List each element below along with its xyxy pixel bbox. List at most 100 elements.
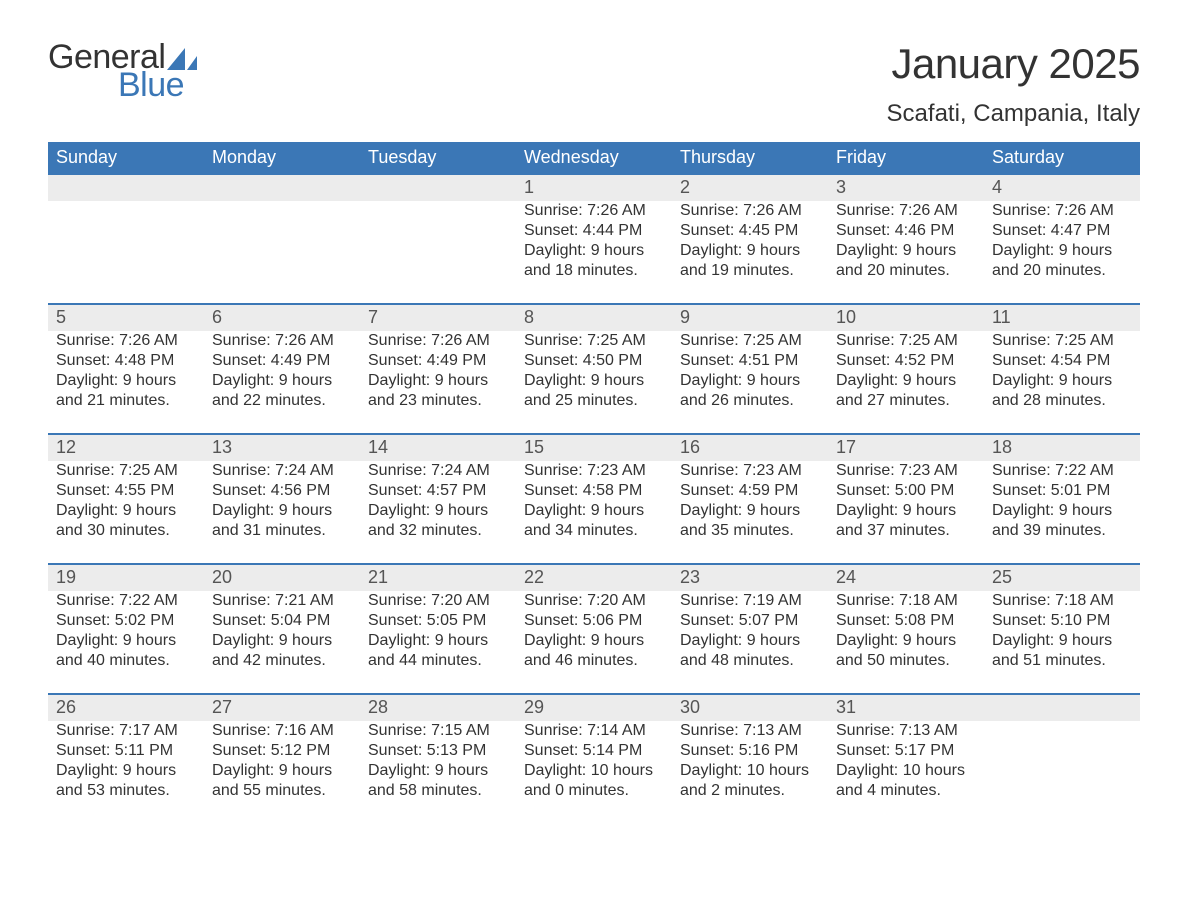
- daylight-line: Daylight: 9 hours and 55 minutes.: [212, 761, 352, 801]
- sunrise-line: Sunrise: 7:14 AM: [524, 721, 664, 741]
- day-number: 10: [828, 303, 984, 331]
- day-number: 11: [984, 303, 1140, 331]
- day-number: 15: [516, 433, 672, 461]
- sunrise-line: Sunrise: 7:26 AM: [212, 331, 352, 351]
- calendar-row: 19Sunrise: 7:22 AMSunset: 5:02 PMDayligh…: [48, 563, 1140, 693]
- day-number: 16: [672, 433, 828, 461]
- sunrise-line: Sunrise: 7:15 AM: [368, 721, 508, 741]
- day-details: Sunrise: 7:23 AMSunset: 4:59 PMDaylight:…: [672, 461, 828, 547]
- day-details: Sunrise: 7:24 AMSunset: 4:57 PMDaylight:…: [360, 461, 516, 547]
- calendar-cell: 6Sunrise: 7:26 AMSunset: 4:49 PMDaylight…: [204, 303, 360, 433]
- sunset-line: Sunset: 4:54 PM: [992, 351, 1132, 371]
- sunrise-line: Sunrise: 7:26 AM: [680, 201, 820, 221]
- sunrise-line: Sunrise: 7:26 AM: [524, 201, 664, 221]
- day-details: Sunrise: 7:25 AMSunset: 4:55 PMDaylight:…: [48, 461, 204, 547]
- weekday-header: Wednesday: [516, 142, 672, 173]
- day-details: Sunrise: 7:16 AMSunset: 5:12 PMDaylight:…: [204, 721, 360, 807]
- sunset-line: Sunset: 4:56 PM: [212, 481, 352, 501]
- daylight-line: Daylight: 9 hours and 44 minutes.: [368, 631, 508, 671]
- day-details: Sunrise: 7:15 AMSunset: 5:13 PMDaylight:…: [360, 721, 516, 807]
- sunset-line: Sunset: 4:46 PM: [836, 221, 976, 241]
- day-number: 26: [48, 693, 204, 721]
- sunrise-line: Sunrise: 7:17 AM: [56, 721, 196, 741]
- sunset-line: Sunset: 5:14 PM: [524, 741, 664, 761]
- daylight-line: Daylight: 9 hours and 32 minutes.: [368, 501, 508, 541]
- calendar-cell: 5Sunrise: 7:26 AMSunset: 4:48 PMDaylight…: [48, 303, 204, 433]
- calendar-table: SundayMondayTuesdayWednesdayThursdayFrid…: [48, 142, 1140, 823]
- calendar-cell: 28Sunrise: 7:15 AMSunset: 5:13 PMDayligh…: [360, 693, 516, 823]
- day-details: Sunrise: 7:22 AMSunset: 5:01 PMDaylight:…: [984, 461, 1140, 547]
- sunset-line: Sunset: 4:48 PM: [56, 351, 196, 371]
- day-details: Sunrise: 7:19 AMSunset: 5:07 PMDaylight:…: [672, 591, 828, 677]
- sunrise-line: Sunrise: 7:13 AM: [680, 721, 820, 741]
- daylight-line: Daylight: 10 hours and 4 minutes.: [836, 761, 976, 801]
- sunset-line: Sunset: 4:52 PM: [836, 351, 976, 371]
- calendar-cell: .: [360, 173, 516, 303]
- calendar-cell: 23Sunrise: 7:19 AMSunset: 5:07 PMDayligh…: [672, 563, 828, 693]
- calendar-cell: 16Sunrise: 7:23 AMSunset: 4:59 PMDayligh…: [672, 433, 828, 563]
- weekday-header-row: SundayMondayTuesdayWednesdayThursdayFrid…: [48, 142, 1140, 173]
- day-details: Sunrise: 7:23 AMSunset: 4:58 PMDaylight:…: [516, 461, 672, 547]
- day-details: Sunrise: 7:14 AMSunset: 5:14 PMDaylight:…: [516, 721, 672, 807]
- sunrise-line: Sunrise: 7:21 AM: [212, 591, 352, 611]
- calendar-cell: 25Sunrise: 7:18 AMSunset: 5:10 PMDayligh…: [984, 563, 1140, 693]
- sunrise-line: Sunrise: 7:23 AM: [524, 461, 664, 481]
- calendar-cell: 1Sunrise: 7:26 AMSunset: 4:44 PMDaylight…: [516, 173, 672, 303]
- day-details: Sunrise: 7:23 AMSunset: 5:00 PMDaylight:…: [828, 461, 984, 547]
- daylight-line: Daylight: 9 hours and 20 minutes.: [992, 241, 1132, 281]
- day-number: 23: [672, 563, 828, 591]
- daylight-line: Daylight: 9 hours and 25 minutes.: [524, 371, 664, 411]
- calendar-cell: 30Sunrise: 7:13 AMSunset: 5:16 PMDayligh…: [672, 693, 828, 823]
- daylight-line: Daylight: 9 hours and 27 minutes.: [836, 371, 976, 411]
- day-number: 17: [828, 433, 984, 461]
- calendar-cell: 12Sunrise: 7:25 AMSunset: 4:55 PMDayligh…: [48, 433, 204, 563]
- day-details: Sunrise: 7:25 AMSunset: 4:52 PMDaylight:…: [828, 331, 984, 417]
- calendar-cell: 9Sunrise: 7:25 AMSunset: 4:51 PMDaylight…: [672, 303, 828, 433]
- calendar-cell: 29Sunrise: 7:14 AMSunset: 5:14 PMDayligh…: [516, 693, 672, 823]
- sunrise-line: Sunrise: 7:25 AM: [680, 331, 820, 351]
- daylight-line: Daylight: 9 hours and 53 minutes.: [56, 761, 196, 801]
- sunset-line: Sunset: 4:50 PM: [524, 351, 664, 371]
- sunrise-line: Sunrise: 7:20 AM: [368, 591, 508, 611]
- daylight-line: Daylight: 9 hours and 48 minutes.: [680, 631, 820, 671]
- calendar-cell: 4Sunrise: 7:26 AMSunset: 4:47 PMDaylight…: [984, 173, 1140, 303]
- day-details: Sunrise: 7:21 AMSunset: 5:04 PMDaylight:…: [204, 591, 360, 677]
- sunrise-line: Sunrise: 7:22 AM: [56, 591, 196, 611]
- sunset-line: Sunset: 5:02 PM: [56, 611, 196, 631]
- sunset-line: Sunset: 5:06 PM: [524, 611, 664, 631]
- brand-logo: General Blue: [48, 40, 197, 102]
- sunrise-line: Sunrise: 7:25 AM: [524, 331, 664, 351]
- sunset-line: Sunset: 5:13 PM: [368, 741, 508, 761]
- day-details: Sunrise: 7:25 AMSunset: 4:51 PMDaylight:…: [672, 331, 828, 417]
- calendar-cell: .: [48, 173, 204, 303]
- sunset-line: Sunset: 4:59 PM: [680, 481, 820, 501]
- header: General Blue January 2025 Scafati, Campa…: [48, 40, 1140, 138]
- sunset-line: Sunset: 5:17 PM: [836, 741, 976, 761]
- calendar-cell: 15Sunrise: 7:23 AMSunset: 4:58 PMDayligh…: [516, 433, 672, 563]
- calendar-cell: 14Sunrise: 7:24 AMSunset: 4:57 PMDayligh…: [360, 433, 516, 563]
- calendar-cell: 22Sunrise: 7:20 AMSunset: 5:06 PMDayligh…: [516, 563, 672, 693]
- calendar-row: ...1Sunrise: 7:26 AMSunset: 4:44 PMDayli…: [48, 173, 1140, 303]
- day-number: 28: [360, 693, 516, 721]
- day-details: Sunrise: 7:13 AMSunset: 5:16 PMDaylight:…: [672, 721, 828, 807]
- day-number: 21: [360, 563, 516, 591]
- day-details: Sunrise: 7:26 AMSunset: 4:46 PMDaylight:…: [828, 201, 984, 287]
- daylight-line: Daylight: 9 hours and 37 minutes.: [836, 501, 976, 541]
- day-number: 4: [984, 173, 1140, 201]
- daylight-line: Daylight: 9 hours and 28 minutes.: [992, 371, 1132, 411]
- calendar-cell: 20Sunrise: 7:21 AMSunset: 5:04 PMDayligh…: [204, 563, 360, 693]
- daylight-line: Daylight: 9 hours and 18 minutes.: [524, 241, 664, 281]
- calendar-cell: 24Sunrise: 7:18 AMSunset: 5:08 PMDayligh…: [828, 563, 984, 693]
- calendar-cell: 3Sunrise: 7:26 AMSunset: 4:46 PMDaylight…: [828, 173, 984, 303]
- day-number: 25: [984, 563, 1140, 591]
- sunset-line: Sunset: 4:49 PM: [368, 351, 508, 371]
- weekday-header: Friday: [828, 142, 984, 173]
- sunset-line: Sunset: 5:10 PM: [992, 611, 1132, 631]
- day-details: Sunrise: 7:25 AMSunset: 4:50 PMDaylight:…: [516, 331, 672, 417]
- daylight-line: Daylight: 9 hours and 39 minutes.: [992, 501, 1132, 541]
- sunset-line: Sunset: 5:11 PM: [56, 741, 196, 761]
- daylight-line: Daylight: 9 hours and 42 minutes.: [212, 631, 352, 671]
- day-number: 27: [204, 693, 360, 721]
- calendar-row: 26Sunrise: 7:17 AMSunset: 5:11 PMDayligh…: [48, 693, 1140, 823]
- sunrise-line: Sunrise: 7:25 AM: [992, 331, 1132, 351]
